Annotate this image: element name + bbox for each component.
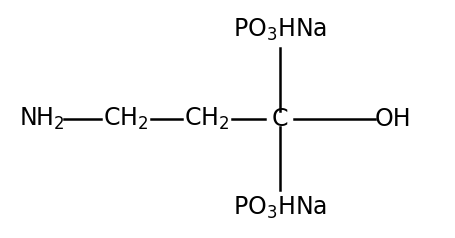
Text: PO$_3$HNa: PO$_3$HNa [233, 195, 327, 222]
Text: C: C [271, 107, 288, 131]
Text: OH: OH [374, 107, 411, 131]
Text: PO$_3$HNa: PO$_3$HNa [233, 16, 327, 43]
Text: CH$_2$: CH$_2$ [184, 106, 230, 132]
Text: CH$_2$: CH$_2$ [103, 106, 148, 132]
Text: NH$_2$: NH$_2$ [19, 106, 65, 132]
